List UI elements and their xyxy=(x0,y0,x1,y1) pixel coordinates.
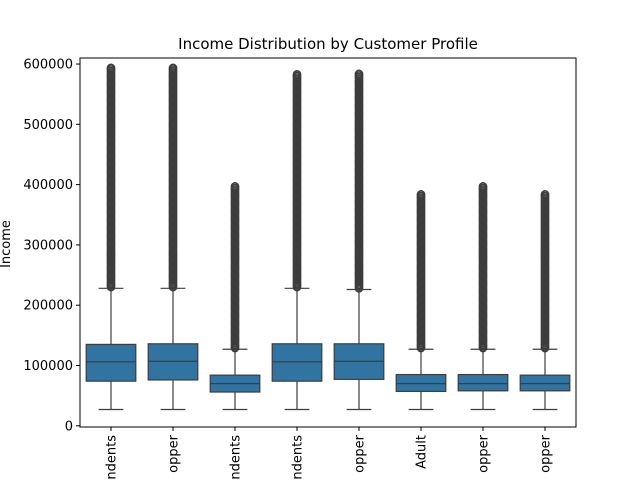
outlier-point xyxy=(354,69,364,79)
outlier-point xyxy=(230,182,240,191)
box-iqr xyxy=(271,343,323,382)
outlier-point xyxy=(540,190,550,199)
outlier-group xyxy=(230,182,240,353)
outlier-point xyxy=(292,69,302,79)
box-iqr xyxy=(147,343,199,381)
outlier-point xyxy=(168,63,178,73)
y-tick-label: 600000 xyxy=(23,58,73,73)
chart-title: Income Distribution by Customer Profile xyxy=(178,35,478,53)
axes-frame xyxy=(79,57,577,428)
box-iqr xyxy=(395,373,447,393)
x-tick-label: opper xyxy=(477,434,492,472)
plot-area: 0 100000 200000 300000 400000 500000 600000 nde… xyxy=(23,58,571,480)
outlier-group xyxy=(354,69,364,293)
outlier-group xyxy=(540,190,550,353)
outlier-group xyxy=(478,182,488,353)
box-iqr xyxy=(457,373,509,392)
outlier-group xyxy=(106,63,116,292)
x-tick-label: opper xyxy=(539,434,554,472)
x-tick-label: ndents xyxy=(229,435,244,480)
outlier-group xyxy=(416,190,426,353)
y-tick-label: 300000 xyxy=(23,238,73,253)
y-tick-label: 200000 xyxy=(23,299,73,314)
y-tick-label: 400000 xyxy=(23,178,73,193)
x-tick-label: opper xyxy=(353,434,368,472)
x-tick-label: Adult xyxy=(415,435,430,469)
y-axis-label: Income xyxy=(0,220,14,268)
outlier-point xyxy=(478,182,488,191)
outlier-point xyxy=(106,63,116,73)
outlier-group xyxy=(168,63,178,292)
outlier-group xyxy=(292,69,302,292)
x-tick-label: ndents xyxy=(105,435,120,480)
box-iqr xyxy=(85,343,137,382)
outlier-point xyxy=(416,190,426,199)
y-tick-label: 0 xyxy=(65,419,73,434)
y-tick-label: 100000 xyxy=(23,359,73,374)
y-tick-label: 500000 xyxy=(23,118,73,133)
x-tick-label: ndents xyxy=(291,435,306,480)
box-iqr xyxy=(519,374,571,392)
x-tick-label: opper xyxy=(167,434,182,472)
